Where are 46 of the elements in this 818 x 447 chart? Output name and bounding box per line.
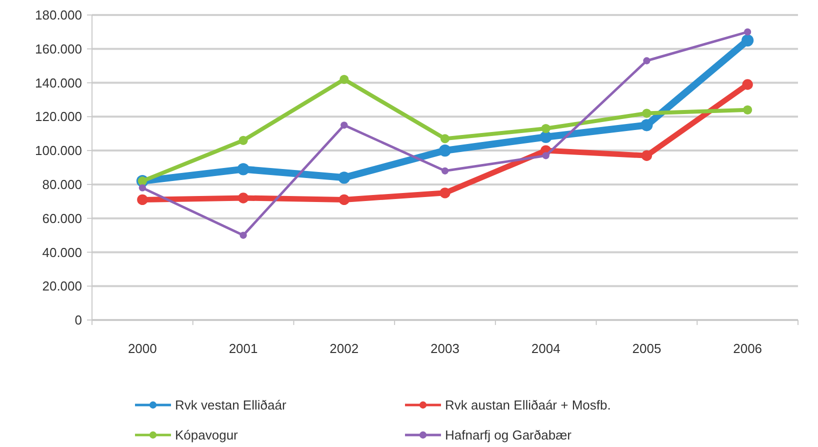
point [744, 28, 752, 36]
x-tick-label: 2001 [228, 341, 258, 356]
y-tick-label: 80.000 [42, 176, 82, 192]
y-tick-label: 40.000 [42, 244, 82, 260]
y-tick-label: 120.000 [35, 109, 82, 124]
point [642, 108, 652, 118]
y-tick-label: 100.000 [35, 143, 82, 158]
point [541, 124, 550, 134]
point [540, 130, 552, 144]
x-tick-label: 2006 [733, 341, 762, 356]
legend-label: Kópavogur [175, 428, 239, 443]
point [237, 163, 250, 176]
point [640, 119, 653, 132]
y-tick-label: 0 [74, 312, 82, 328]
point [238, 192, 249, 204]
point [641, 150, 652, 161]
point [240, 232, 247, 239]
y-tick-label: 160.000 [35, 41, 82, 56]
point [441, 167, 449, 174]
y-tick-label: 20.000 [42, 278, 82, 294]
x-tick-label: 2003 [430, 341, 460, 356]
point [742, 34, 754, 46]
y-tick-label: 140.000 [35, 75, 82, 90]
point [338, 172, 350, 184]
x-tick-label: 2004 [531, 341, 560, 356]
point [742, 79, 753, 90]
x-tick-label: 2000 [128, 341, 157, 356]
point [137, 194, 148, 206]
y-tick-label: 60.000 [42, 210, 82, 226]
legend-label: Rvk austan Elliðaár + Mosfb. [445, 398, 611, 413]
x-tick-label: 2005 [632, 341, 662, 356]
y-tick-label: 180.000 [35, 8, 82, 23]
point [743, 105, 752, 114]
point [643, 57, 650, 64]
point [542, 152, 550, 160]
point [338, 194, 350, 206]
point [138, 184, 146, 192]
point [340, 74, 349, 84]
point [340, 122, 348, 129]
x-tick-label: 2002 [330, 341, 359, 356]
point [440, 188, 450, 198]
legend-label: Rvk vestan Elliðaár [175, 398, 287, 413]
legend-label: Hafnarfj og Garðabær [445, 428, 572, 443]
point [238, 136, 248, 145]
point [440, 134, 450, 144]
point [438, 144, 452, 157]
